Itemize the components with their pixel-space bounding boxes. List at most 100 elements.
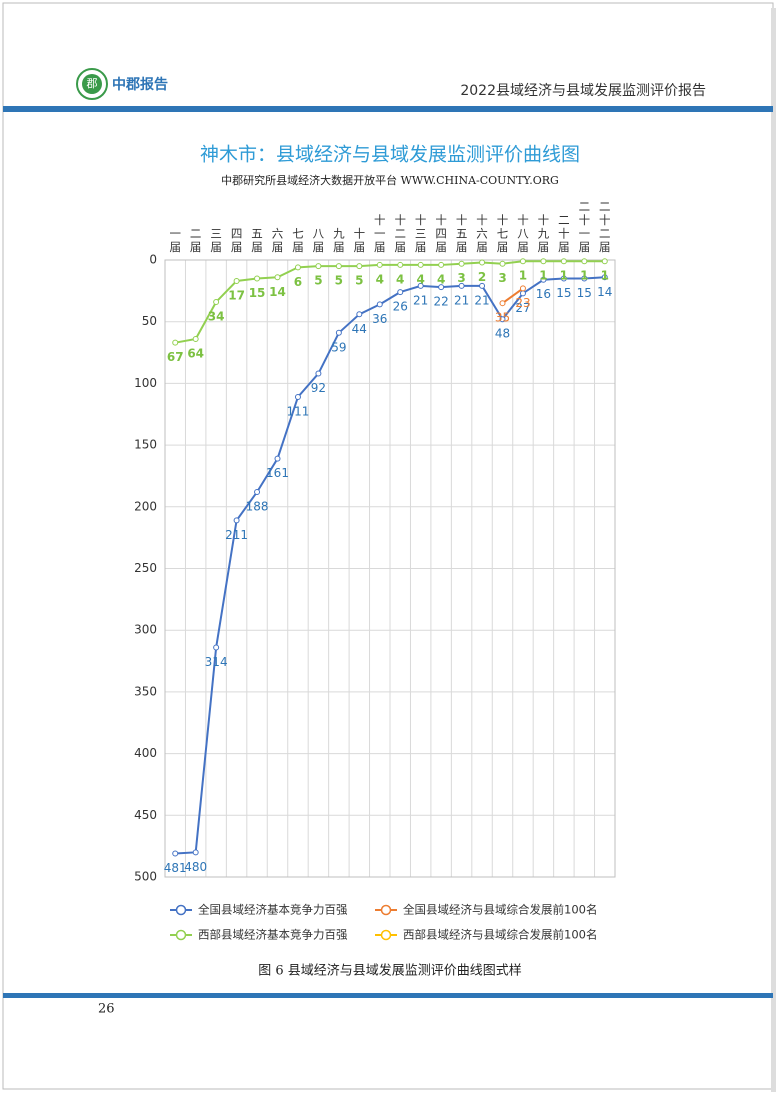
y-tick-label: 250 [134,561,157,575]
data-label: 5 [335,274,343,288]
point [356,263,363,270]
x-tick-label: 十届 [354,226,366,254]
y-tick-label: 350 [134,684,157,698]
data-label: 211 [225,528,248,542]
plot-border [164,259,616,878]
point [274,455,281,462]
data-label: 23 [515,296,530,310]
brand: 中郡报告 [112,76,168,93]
x-tick-label: 二十届 [558,213,570,254]
data-label: 17 [228,288,245,302]
data-label: 16 [536,287,551,301]
point [233,277,240,284]
data-label: 480 [184,860,207,874]
x-tick-label: 十六届 [476,213,488,254]
data-label: 21 [474,293,489,307]
point [397,261,404,268]
point [417,261,424,268]
data-label: 4 [417,272,425,286]
chart-subtitle: 中郡研究所县域经济大数据开放平台 WWW.CHINA-COUNTY.ORG [221,173,559,187]
shadow [771,8,776,1092]
point [315,263,322,270]
data-label: 4 [376,272,384,286]
data-label: 22 [433,295,448,309]
series-line [175,276,605,855]
legend-marker [175,929,187,941]
point [540,258,547,265]
point [458,260,465,267]
data-label: 15 [577,286,592,300]
point [499,300,506,307]
data-label: 44 [352,322,367,336]
data-label: 15 [556,286,571,300]
point [294,264,301,271]
chart-title: 神木市：县域经济与县域发展监测评价曲线图 [200,144,580,166]
point [438,284,445,291]
y-tick-label: 400 [134,746,157,760]
point [540,276,547,283]
y-tick-label: 450 [134,808,157,822]
series-line [501,287,524,305]
data-label: 14 [269,285,286,299]
data-label: 36 [372,312,387,326]
legend-marker [380,904,392,916]
data-label: 35 [495,311,510,325]
page-number: 26 [98,1002,115,1017]
point [233,517,240,524]
x-tick-label: 一届 [169,226,181,254]
x-tick-label: 十二届 [394,213,406,254]
series-line [175,260,605,344]
x-tick-label: 二十二届 [599,199,611,254]
data-label: 21 [454,293,469,307]
x-tick-label: 四届 [231,226,243,254]
point [213,298,220,305]
point [294,393,301,400]
data-label: 1 [580,269,588,283]
data-label: 314 [205,655,228,669]
legend-label: 全国县域经济与县域综合发展前100名 [403,903,597,917]
x-tick-label: 十五届 [456,213,468,254]
logo-core [82,74,102,94]
data-label: 15 [249,286,266,300]
data-label: 1 [560,269,568,283]
data-label: 6 [294,275,302,289]
x-tick-label: 十八届 [517,213,529,254]
x-tick-label: 十七届 [497,213,509,254]
data-label: 161 [266,466,289,480]
point [479,282,486,289]
x-tick-label: 十一届 [374,213,386,254]
point [376,261,383,268]
data-label: 111 [287,404,310,418]
data-label: 92 [311,381,326,395]
point [581,258,588,265]
legend-label: 西部县域经济基本竞争力百强 [198,928,348,942]
y-tick-label: 0 [149,253,157,267]
report-title: 2022县域经济与县域发展监测评价报告 [460,83,706,99]
y-tick-label: 300 [134,623,157,637]
point [438,261,445,268]
data-label: 1 [539,269,547,283]
point [274,274,281,281]
data-label: 2 [478,270,486,284]
data-label: 5 [355,274,363,288]
x-tick-label: 十四届 [435,213,447,254]
point [213,644,220,651]
point [172,339,179,346]
x-tick-label: 二十一届 [579,199,591,254]
x-tick-label: 六届 [272,226,284,254]
y-tick-label: 200 [134,499,157,513]
data-label: 26 [393,300,408,314]
point [254,275,261,282]
point [581,275,588,282]
data-label: 1 [519,269,527,283]
data-label: 3 [498,271,506,285]
point [397,289,404,296]
point [356,311,363,318]
data-label: 3 [457,271,465,285]
point [519,258,526,265]
data-label: 59 [331,340,346,354]
legend-marker [175,904,187,916]
